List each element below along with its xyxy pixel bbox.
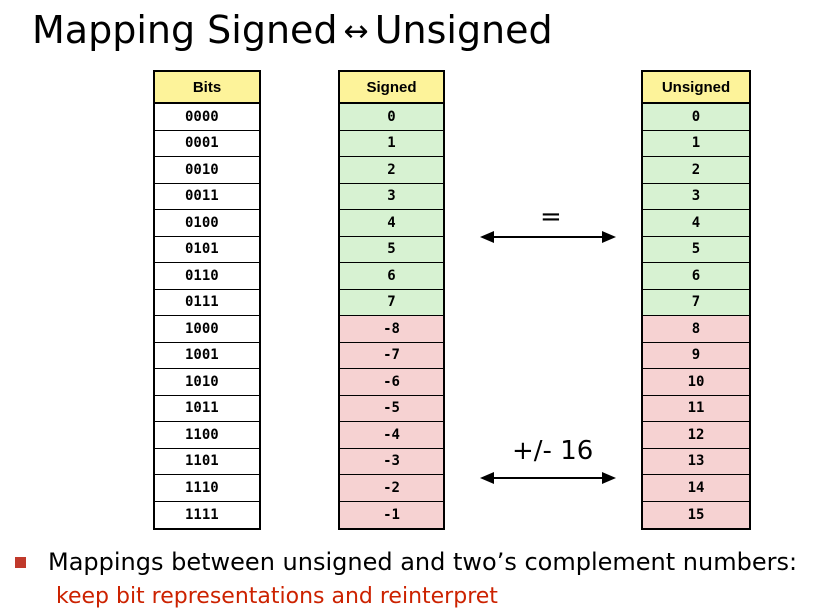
signed-row: -1 <box>340 501 443 528</box>
signed-row: 1 <box>340 130 443 157</box>
signed-table: Signed 0 1 2 3 4 5 6 7 -8 -7 -6 -5 -4 -3 -2 -1 <box>338 70 445 530</box>
signed-row: -6 <box>340 369 443 396</box>
signed-row: 2 <box>340 157 443 184</box>
bits-row: 0011 <box>155 183 259 210</box>
signed-row: 0 <box>340 104 443 131</box>
bits-row: 0110 <box>155 263 259 290</box>
unsigned-row: 9 <box>643 342 749 369</box>
signed-row: 4 <box>340 210 443 237</box>
bits-row: 1001 <box>155 342 259 369</box>
title-right: Unsigned <box>374 8 553 52</box>
title-left: Mapping Signed <box>32 8 338 52</box>
unsigned-row: 5 <box>643 236 749 263</box>
signed-row: -7 <box>340 342 443 369</box>
bits-header: Bits <box>155 72 259 104</box>
offset-double-arrow-icon <box>480 472 616 484</box>
signed-row: -4 <box>340 422 443 449</box>
unsigned-row: 14 <box>643 475 749 502</box>
signed-row: -8 <box>340 316 443 343</box>
unsigned-row: 12 <box>643 422 749 449</box>
signed-row: -2 <box>340 475 443 502</box>
signed-row: 5 <box>340 236 443 263</box>
equal-double-arrow-icon <box>480 231 616 243</box>
bits-row: 1010 <box>155 369 259 396</box>
equal-label: = <box>540 202 562 232</box>
unsigned-table: Unsigned 0 1 2 3 4 5 6 7 8 9 10 11 12 13 14 15 <box>641 70 751 530</box>
unsigned-header: Unsigned <box>643 72 749 104</box>
bullet-subtext: keep bit representations and reinterpret <box>56 584 498 609</box>
unsigned-row: 1 <box>643 130 749 157</box>
signed-row: 6 <box>340 263 443 290</box>
unsigned-row: 10 <box>643 369 749 396</box>
bits-row: 0000 <box>155 104 259 131</box>
unsigned-row: 4 <box>643 210 749 237</box>
double-arrow-icon: ↔ <box>343 14 369 49</box>
unsigned-row: 0 <box>643 104 749 131</box>
unsigned-row: 13 <box>643 448 749 475</box>
unsigned-row: 6 <box>643 263 749 290</box>
bits-row: 1000 <box>155 316 259 343</box>
bits-row: 0111 <box>155 289 259 316</box>
bullet-square-icon <box>15 557 26 568</box>
unsigned-row: 15 <box>643 501 749 528</box>
bullet-text: Mappings between unsigned and two’s comp… <box>48 548 798 576</box>
signed-header: Signed <box>340 72 443 104</box>
unsigned-row: 3 <box>643 183 749 210</box>
unsigned-row: 11 <box>643 395 749 422</box>
unsigned-row: 2 <box>643 157 749 184</box>
bits-row: 0010 <box>155 157 259 184</box>
bits-row: 1111 <box>155 501 259 528</box>
unsigned-row: 8 <box>643 316 749 343</box>
bits-row: 1101 <box>155 448 259 475</box>
bits-row: 1011 <box>155 395 259 422</box>
bits-row: 1110 <box>155 475 259 502</box>
bits-row: 0101 <box>155 236 259 263</box>
signed-row: 7 <box>340 289 443 316</box>
signed-row: -3 <box>340 448 443 475</box>
bits-table: Bits 0000 0001 0010 0011 0100 0101 0110 0111 100… <box>153 70 261 530</box>
signed-row: -5 <box>340 395 443 422</box>
slide-title: Mapping Signed ↔ Unsigned <box>32 6 553 56</box>
bits-row: 1100 <box>155 422 259 449</box>
bits-row: 0001 <box>155 130 259 157</box>
signed-row: 3 <box>340 183 443 210</box>
offset-label: +/- 16 <box>512 436 594 466</box>
bits-row: 0100 <box>155 210 259 237</box>
unsigned-row: 7 <box>643 289 749 316</box>
